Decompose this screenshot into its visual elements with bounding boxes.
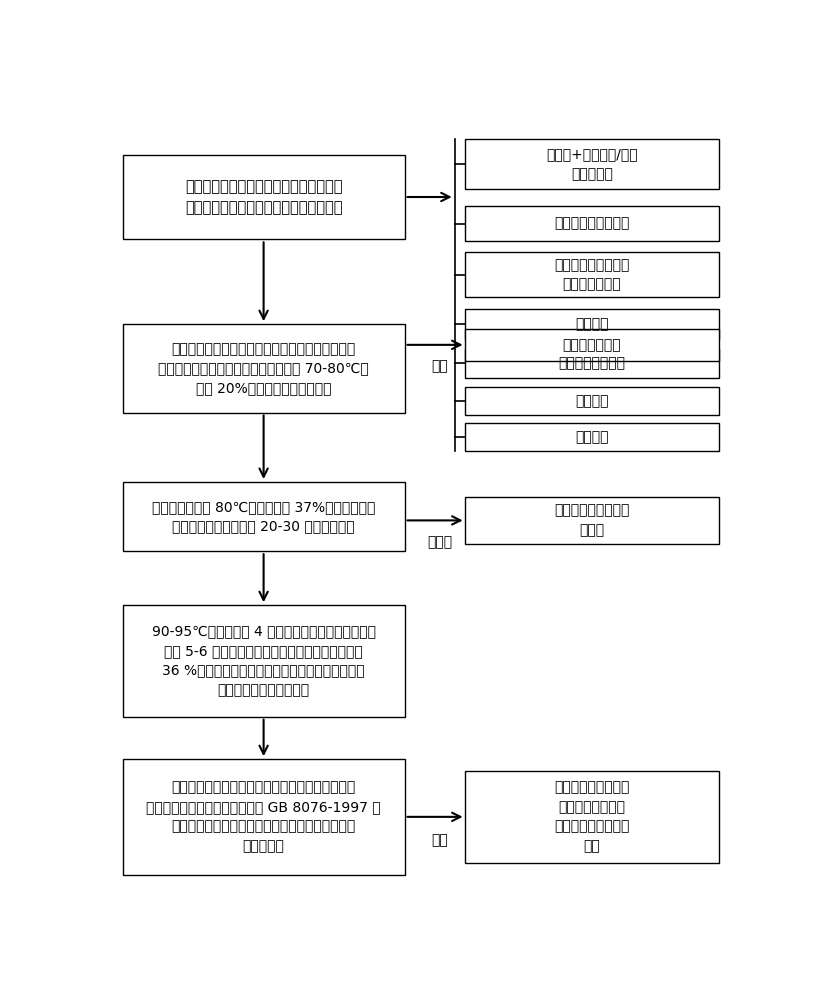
Bar <box>466 497 719 544</box>
Bar <box>466 252 719 297</box>
Bar <box>466 139 719 189</box>
Text: 焦亚硫酸纳取代对氨
基苯磺酸钠比例: 焦亚硫酸纳取代对氨 基苯磺酸钠比例 <box>554 258 630 292</box>
Bar <box>466 309 719 339</box>
Bar <box>466 349 719 378</box>
Bar <box>122 155 404 239</box>
Text: 满足: 满足 <box>432 833 448 847</box>
Text: （多酚+水扬酸）/复合
磺化剂比例: （多酚+水扬酸）/复合 磺化剂比例 <box>547 148 638 181</box>
Bar <box>122 759 404 875</box>
Text: 保持反应温度在 80℃，缓慢滴加 37%甲醛溶液，控
制甲醛的滴加速度，在 20-30 分钟内加完。: 保持反应温度在 80℃，缓慢滴加 37%甲醛溶液，控 制甲醛的滴加速度，在 20… <box>152 500 375 533</box>
Bar <box>466 771 719 863</box>
Text: 产品匀质性、减水率
与混凝土性能满足
设计要求，进行工程
应用: 产品匀质性、减水率 与混凝土性能满足 设计要求，进行工程 应用 <box>554 781 630 853</box>
Bar <box>122 482 404 551</box>
Text: 如出现凝胶，调整反
应配比: 如出现凝胶，调整反 应配比 <box>554 504 630 537</box>
Text: 水扬酸取代多酚比例: 水扬酸取代多酚比例 <box>554 217 630 231</box>
Text: 不满足: 不满足 <box>428 535 452 549</box>
Bar <box>122 605 404 717</box>
Text: 试验参数对含有羧基的低成本、低泌水率
的改性氨基磺酸盐高效减水剂性能的影响: 试验参数对含有羧基的低成本、低泌水率 的改性氨基磺酸盐高效减水剂性能的影响 <box>185 179 342 215</box>
Bar <box>122 324 404 413</box>
Text: 反应时间: 反应时间 <box>576 394 609 408</box>
Text: 满足: 满足 <box>432 359 448 373</box>
Bar <box>466 206 719 241</box>
Bar <box>466 387 719 415</box>
Text: 90-95℃温度下反应 4 个小时，加入分子量调节剂，
熟化 5-6 小时，去除低分子量物质，得固含量约为
36 %的深红色的含有羧基的低成本、低泌水率的改
性: 90-95℃温度下反应 4 个小时，加入分子量调节剂， 熟化 5-6 小时，去除… <box>151 625 375 697</box>
Text: 在最佳配比下，称取定量焦亚硫酸纳、对氨基苯磺
酸钠、多酚、水杨酸与水混和，升温到 70-80℃，
加入 20%的氢氧化钠调至碱性。: 在最佳配比下，称取定量焦亚硫酸纳、对氨基苯磺 酸钠、多酚、水杨酸与水混和，升温到… <box>158 342 369 395</box>
Text: 反应体系的酸碱度: 反应体系的酸碱度 <box>558 356 625 370</box>
Text: 对含有羧基的低成本、低泌水率的改性氨基磺酸盐
高效减水剂匀质性进行分析。按 GB 8076-1997 规
范进行高效减水剂减水率、工作性能、泌水率和抗
压强度分: 对含有羧基的低成本、低泌水率的改性氨基磺酸盐 高效减水剂匀质性进行分析。按 GB… <box>146 781 381 853</box>
Bar <box>466 329 719 361</box>
Text: 溶液中无不溶物: 溶液中无不溶物 <box>562 338 621 352</box>
Text: 反应温度: 反应温度 <box>576 430 609 444</box>
Bar <box>466 423 719 451</box>
Text: 甲醛用量: 甲醛用量 <box>576 317 609 331</box>
